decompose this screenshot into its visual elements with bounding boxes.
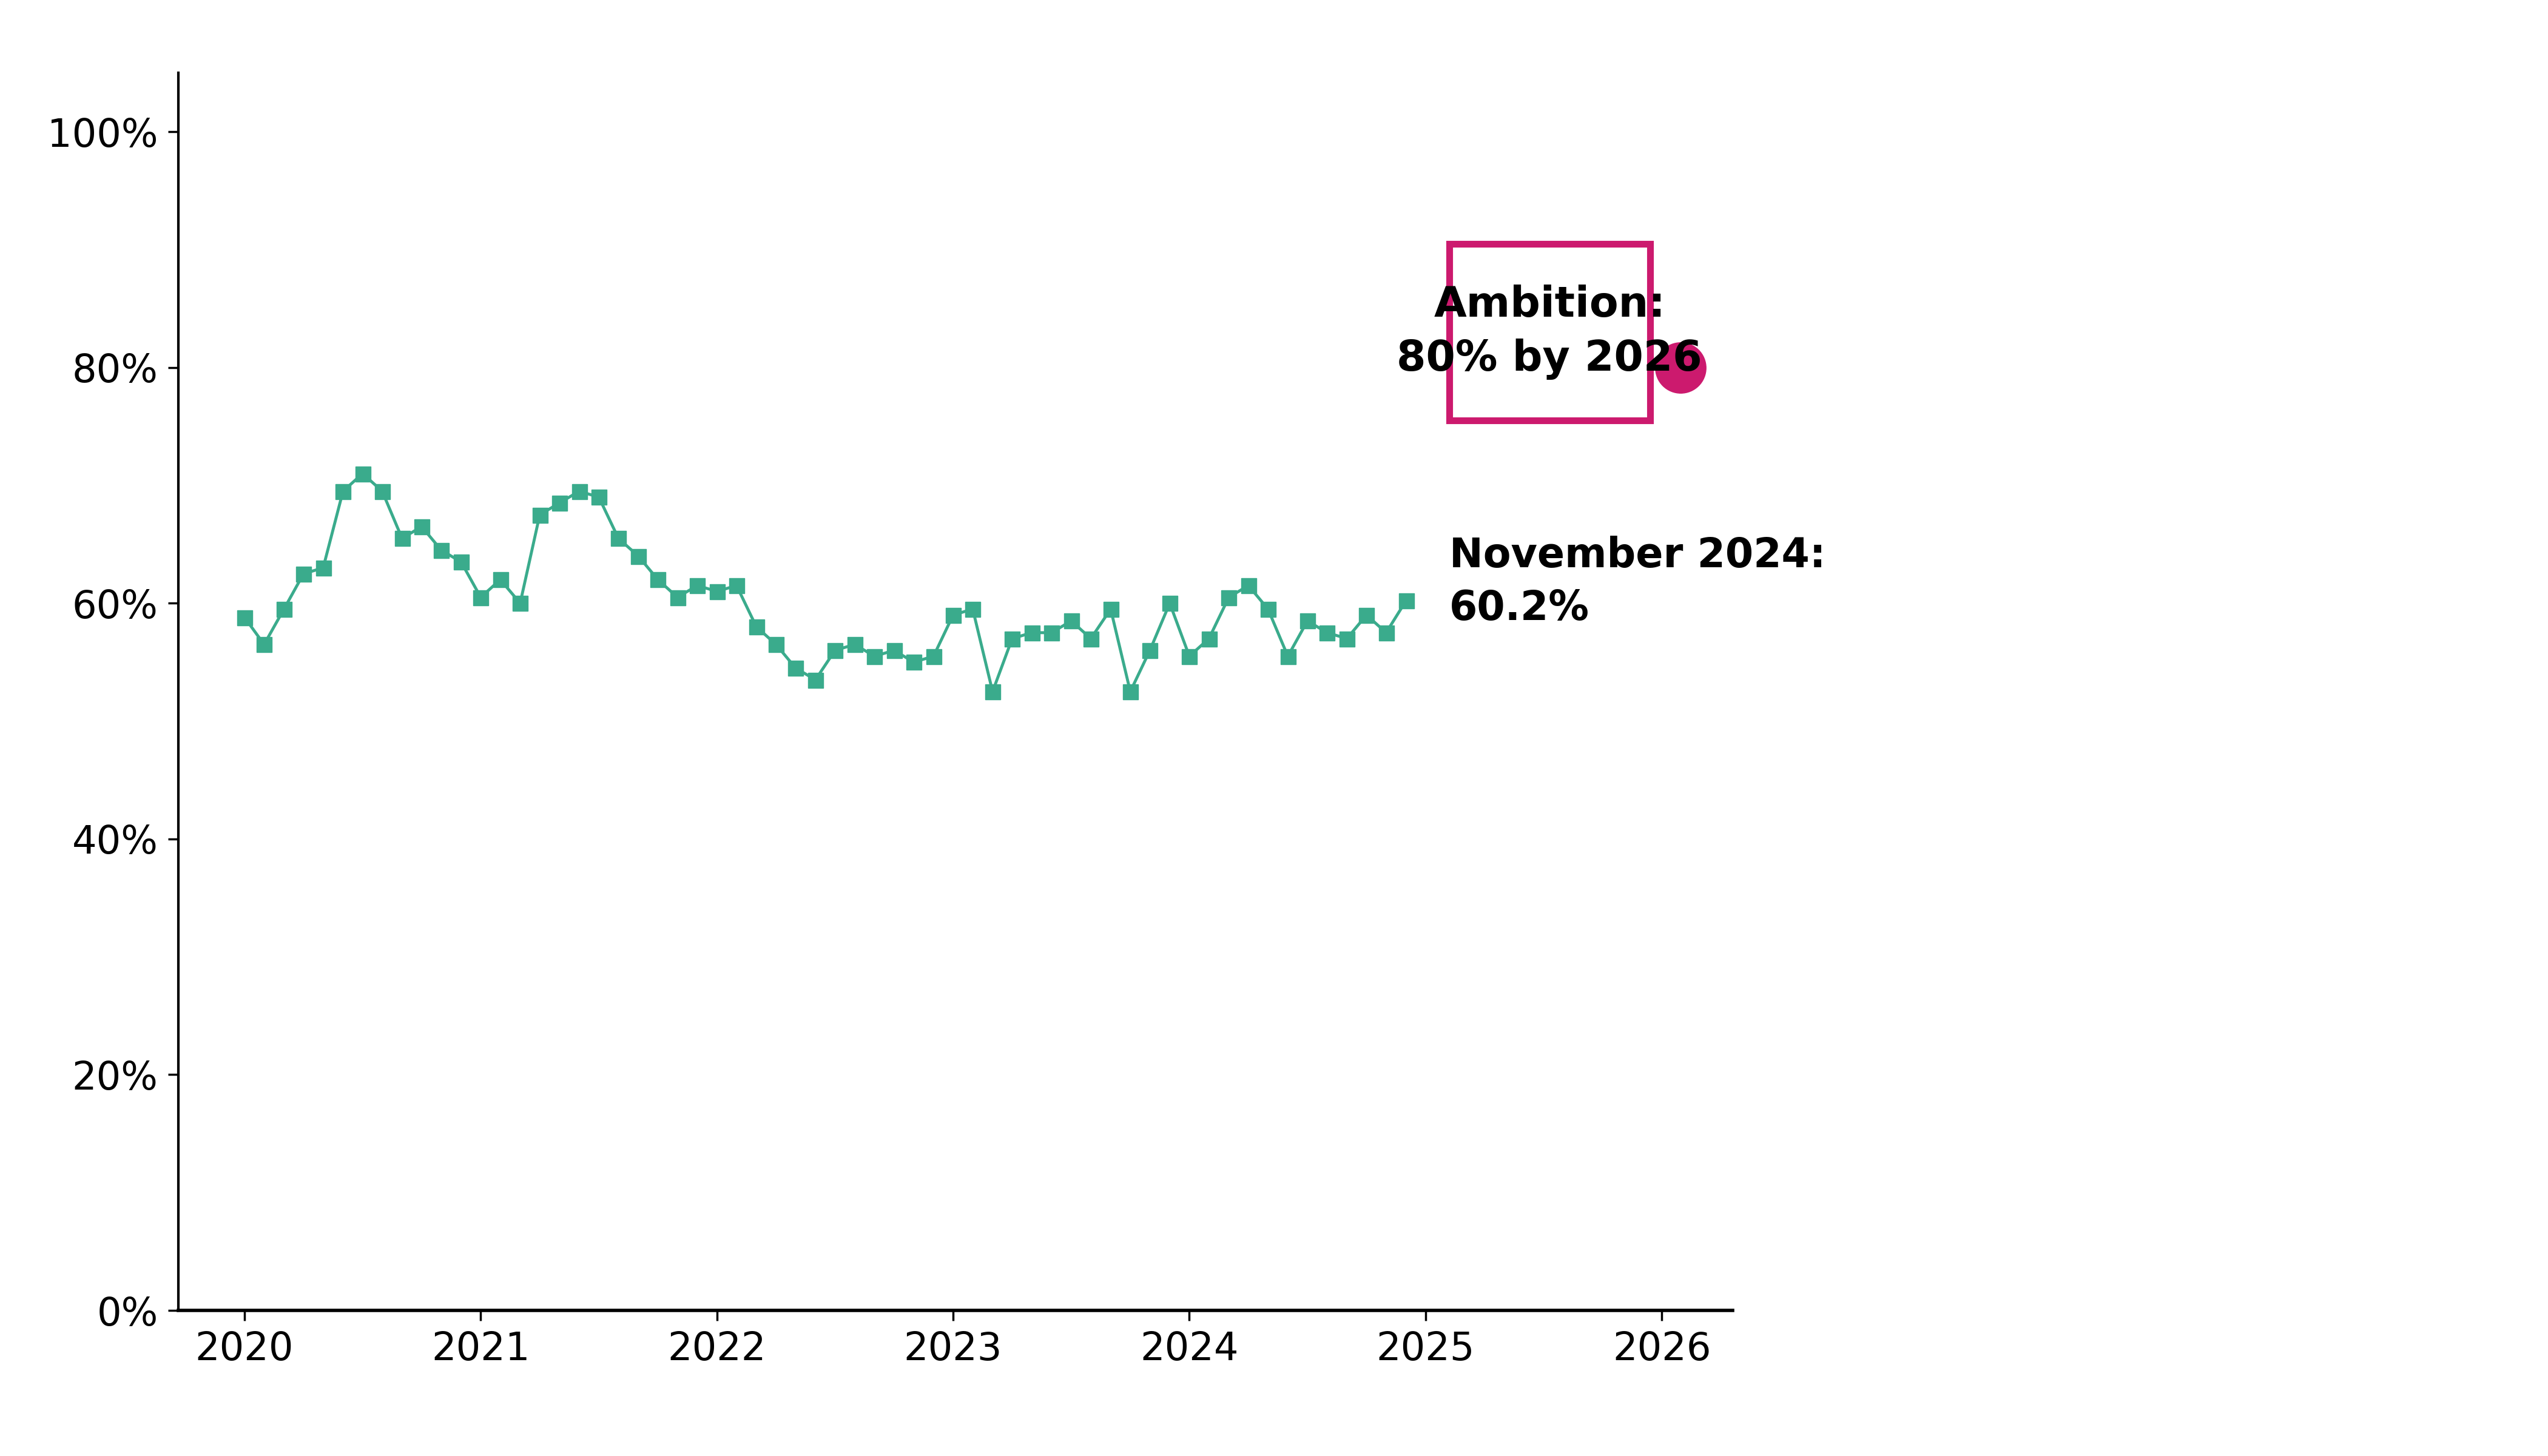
Text: Ambition:
80% by 2026: Ambition: 80% by 2026	[1396, 285, 1702, 380]
FancyBboxPatch shape	[1450, 243, 1651, 421]
Text: November 2024:
60.2%: November 2024: 60.2%	[1450, 536, 1824, 629]
